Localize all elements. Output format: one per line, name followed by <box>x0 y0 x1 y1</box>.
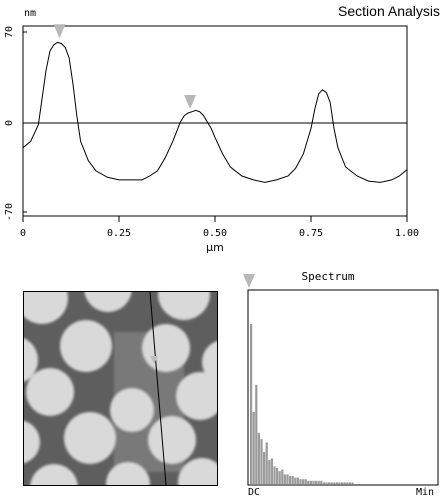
spectrum-bar <box>302 479 305 484</box>
spectrum-bar <box>260 439 263 484</box>
spectrum-x-start-label: DC <box>248 487 261 498</box>
spectrum-bar <box>283 474 286 484</box>
spectrum-bar <box>343 482 346 484</box>
spectrum-bar <box>250 324 253 484</box>
spectrum-bar <box>307 480 310 484</box>
spectrum-bar <box>286 474 289 484</box>
x-tick-label: 0 <box>20 228 26 239</box>
spectrum-bar <box>322 482 325 484</box>
x-axis-title: µm <box>206 241 224 254</box>
spectrum-bar <box>333 482 336 484</box>
y-tick-label: 0 <box>4 120 15 126</box>
spectrum-bar <box>330 482 333 484</box>
profile-series-line <box>22 41 408 183</box>
spectrum-bar <box>255 384 258 484</box>
spectrum-bar <box>325 482 328 484</box>
x-tick-label: 0.25 <box>107 228 131 239</box>
section-line-marker[interactable] <box>150 356 158 364</box>
y-tick-label: -70 <box>4 203 15 221</box>
y-axis: 70 0 -70 <box>4 26 27 221</box>
spectrum-x-end-label: Min <box>416 487 435 498</box>
spectrum-bar <box>252 412 255 484</box>
spectrum-bar <box>289 476 292 484</box>
spectrum-bar <box>335 482 338 484</box>
spectrum-bar <box>348 482 351 484</box>
spectrum-bar <box>263 452 266 484</box>
spectrum-bar <box>341 482 344 484</box>
spectrum-bar <box>276 468 279 484</box>
spectrum-plot-frame <box>247 289 439 486</box>
spectrum-bar <box>294 477 297 484</box>
spectrum-bar <box>291 476 294 484</box>
spectrum-bar <box>270 458 273 484</box>
profile-cursor-marker[interactable] <box>184 95 197 109</box>
x-tick-label: 1.00 <box>395 228 419 239</box>
profile-cursor-marker[interactable] <box>53 24 66 39</box>
spectrum-cursor-marker[interactable] <box>243 274 255 288</box>
page-title: Section Analysis <box>338 3 440 19</box>
x-axis: 0 0.25 0.50 0.75 1.00 µm <box>20 216 419 254</box>
spectrum-bar <box>299 479 302 484</box>
spectrum-bar <box>273 466 276 484</box>
section-line[interactable] <box>149 292 167 485</box>
spectrum-bar <box>312 480 315 484</box>
spectrum-bar <box>351 482 354 484</box>
spectrum-bar <box>309 480 312 484</box>
spectrum-bar <box>315 480 318 484</box>
profile-plot-frame <box>22 25 408 217</box>
spectrum-bar <box>257 432 260 484</box>
x-tick-label: 0.75 <box>299 228 323 239</box>
spectrum-bar <box>320 480 323 484</box>
spectrum-bar <box>265 442 268 484</box>
spectrum-bar <box>338 482 341 484</box>
spectrum-bar <box>317 480 320 484</box>
spectrum-bar <box>328 482 331 484</box>
spectrum-title: Spectrum <box>301 270 355 283</box>
spectrum-bar <box>268 460 271 484</box>
spectrum-bar <box>304 479 307 484</box>
spectrum-bar <box>296 477 299 484</box>
spectrum-bar <box>346 482 349 484</box>
x-tick-label: 0.50 <box>203 228 227 239</box>
y-unit-label: nm <box>24 8 37 19</box>
afm-image[interactable] <box>23 291 218 486</box>
spectrum-bar <box>281 469 284 484</box>
y-tick-label: 70 <box>4 26 15 38</box>
spectrum-bar <box>278 471 281 484</box>
